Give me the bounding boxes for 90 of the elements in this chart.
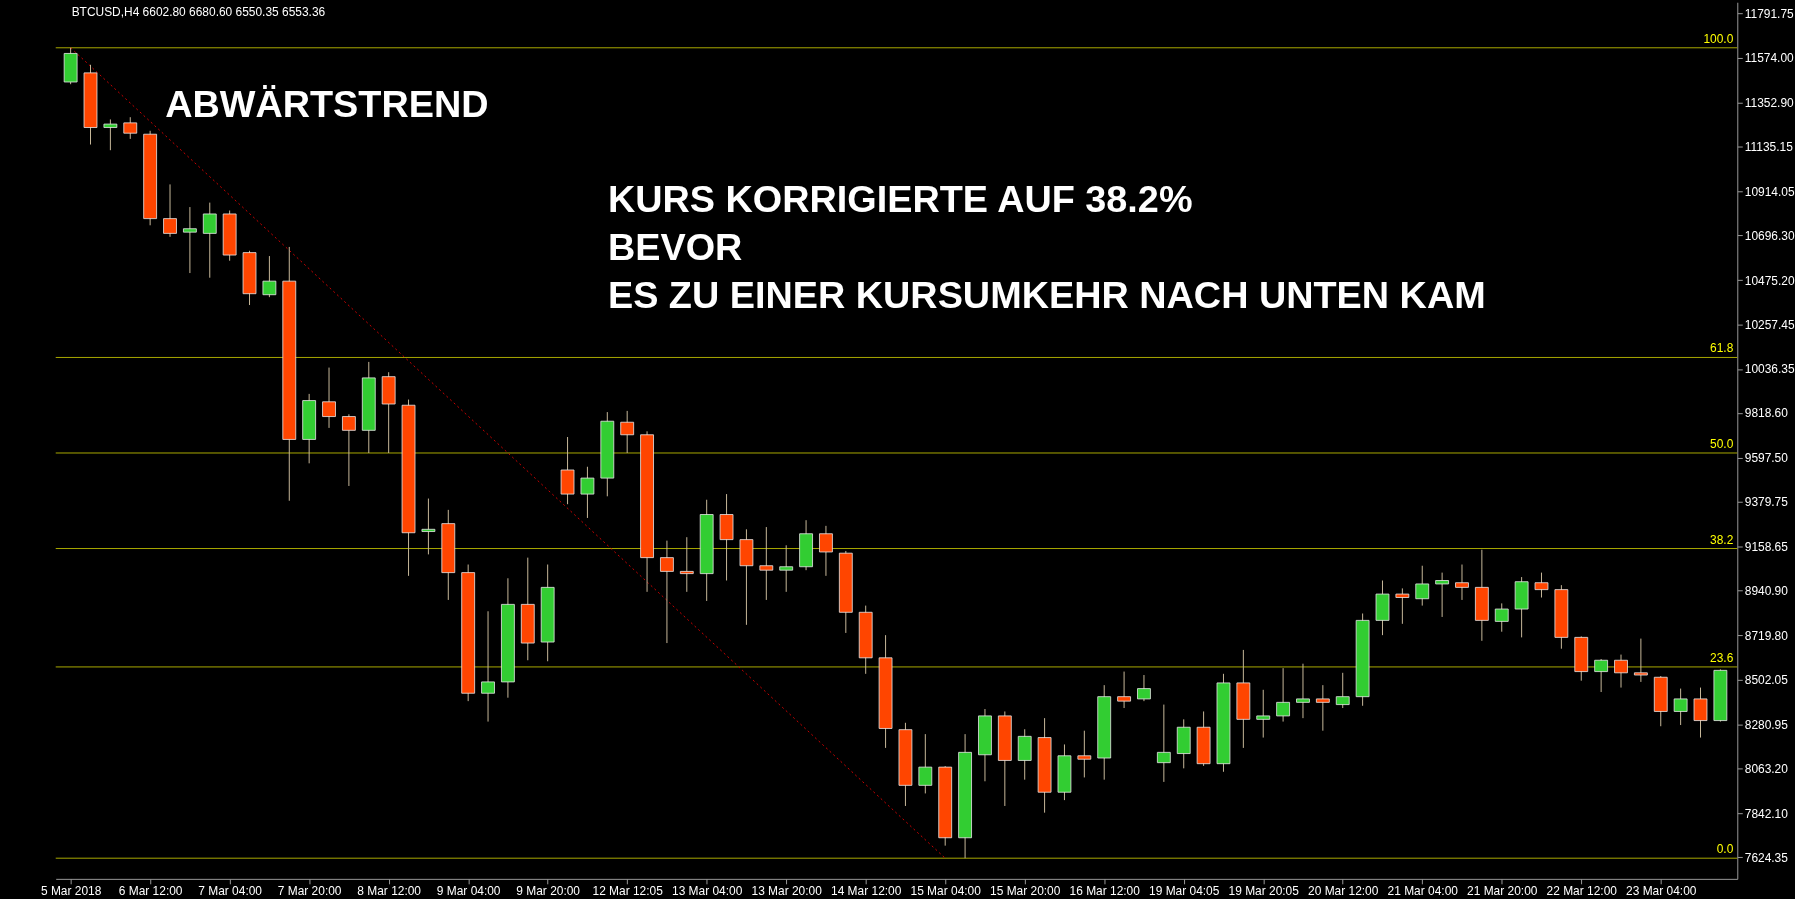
x-tick-label: 21 Mar 04:00 bbox=[1387, 884, 1459, 899]
annotation: 0.0 bbox=[1716, 842, 1734, 857]
y-tick-label: 10257.45 bbox=[1744, 317, 1795, 332]
y-tick-label: 7842.10 bbox=[1744, 806, 1789, 821]
candlestick bbox=[262, 255, 277, 298]
x-tick-label: 6 Mar 12:00 bbox=[118, 884, 183, 899]
x-tick-label: 19 Mar 04:05 bbox=[1149, 884, 1220, 899]
y-tick-label: 7624.35 bbox=[1744, 850, 1789, 865]
annotation: ES ZU EINER KURSUMKEHR NACH UNTEN KAM bbox=[607, 273, 1486, 316]
x-tick-label: 9 Mar 04:00 bbox=[436, 884, 501, 899]
y-tick-label: 11352.90 bbox=[1744, 95, 1795, 110]
candlestick bbox=[1395, 587, 1410, 625]
candlestick bbox=[1534, 572, 1549, 599]
chart-title: BTCUSD,H4 6602.80 6680.60 6550.35 6553.36 bbox=[71, 5, 326, 20]
candlestick bbox=[1494, 602, 1509, 633]
x-tick-label: 13 Mar 20:00 bbox=[751, 884, 823, 899]
candlestick bbox=[1137, 674, 1151, 702]
candlestick bbox=[1614, 654, 1628, 689]
x-tick-label: 16 Mar 12:00 bbox=[1069, 884, 1141, 899]
y-tick-label: 10696.30 bbox=[1744, 228, 1795, 243]
x-tick-label: 14 Mar 12:00 bbox=[831, 884, 902, 899]
y-tick-label: 11574.00 bbox=[1744, 51, 1795, 66]
y-tick-label: 11791.75 bbox=[1744, 7, 1795, 22]
candlestick bbox=[183, 206, 197, 274]
annotation: 61.8 bbox=[1710, 341, 1734, 356]
candlestick bbox=[103, 118, 118, 151]
annotation: BEVOR bbox=[607, 225, 743, 268]
y-tick-label: 9158.65 bbox=[1744, 540, 1789, 555]
candlestick bbox=[1315, 684, 1330, 732]
x-tick-label: 9 Mar 20:00 bbox=[516, 884, 581, 899]
x-tick-label: 5 Mar 2018 bbox=[40, 884, 102, 899]
candlestick bbox=[1077, 730, 1092, 778]
candlestick bbox=[1256, 689, 1271, 739]
candlestick bbox=[1156, 704, 1171, 783]
x-tick-label: 12 Mar 12:05 bbox=[592, 884, 664, 899]
candlestick bbox=[580, 466, 595, 519]
candlestick bbox=[1455, 564, 1469, 601]
x-tick-label: 7 Mar 20:00 bbox=[277, 884, 342, 899]
candlestick bbox=[1594, 658, 1608, 693]
y-tick-label: 9818.60 bbox=[1744, 406, 1789, 421]
candlestick bbox=[202, 202, 217, 279]
candlestick bbox=[1296, 663, 1310, 719]
candlestick bbox=[819, 525, 833, 577]
candlestick bbox=[1415, 565, 1430, 607]
candlestick bbox=[918, 733, 933, 794]
annotation: KURS KORRIGIERTE AUF 38.2% bbox=[607, 178, 1193, 221]
candlestick bbox=[163, 183, 177, 238]
candlestick bbox=[481, 610, 495, 723]
candlestick bbox=[322, 367, 336, 429]
y-tick-label: 8940.90 bbox=[1744, 584, 1789, 599]
candlestick bbox=[779, 544, 794, 593]
candlestick bbox=[421, 498, 436, 555]
y-tick-label: 9597.50 bbox=[1744, 451, 1789, 466]
candlestick bbox=[679, 536, 694, 593]
annotation: 38.2 bbox=[1710, 532, 1734, 547]
candlestick bbox=[1335, 672, 1350, 709]
x-tick-label: 19 Mar 20:05 bbox=[1228, 884, 1300, 899]
candlestick bbox=[123, 116, 138, 140]
y-tick-label: 8719.80 bbox=[1744, 628, 1789, 643]
x-tick-label: 21 Mar 20:00 bbox=[1467, 884, 1538, 899]
candlestick bbox=[1276, 667, 1290, 723]
y-tick-label: 11135.15 bbox=[1744, 140, 1794, 154]
candlestick bbox=[1693, 687, 1708, 739]
x-tick-label: 7 Mar 04:00 bbox=[198, 884, 263, 899]
y-tick-label: 10036.35 bbox=[1744, 362, 1795, 377]
annotation: 100.0 bbox=[1703, 31, 1734, 46]
candlestick bbox=[1117, 671, 1131, 709]
y-tick-label: 10914.05 bbox=[1744, 184, 1795, 199]
x-tick-label: 8 Mar 12:00 bbox=[357, 884, 422, 899]
x-tick-label: 20 Mar 12:00 bbox=[1308, 884, 1379, 899]
candlestick bbox=[1673, 688, 1688, 726]
x-tick-label: 13 Mar 04:00 bbox=[672, 884, 743, 899]
x-tick-label: 15 Mar 20:00 bbox=[990, 884, 1061, 899]
x-tick-label: 15 Mar 04:00 bbox=[910, 884, 982, 899]
y-tick-label: 10475.20 bbox=[1744, 273, 1795, 288]
candlestick bbox=[342, 413, 356, 487]
annotation: ABWÄRTSTREND bbox=[165, 82, 489, 125]
x-tick-label: 22 Mar 12:00 bbox=[1546, 884, 1618, 899]
candlestick bbox=[660, 540, 674, 644]
y-tick-label: 8280.95 bbox=[1744, 717, 1789, 732]
candlestick bbox=[1435, 572, 1449, 618]
x-tick-label: 23 Mar 04:00 bbox=[1626, 884, 1697, 899]
y-tick-label: 8502.05 bbox=[1744, 672, 1789, 687]
annotation: 50.0 bbox=[1710, 437, 1734, 452]
annotation: 23.6 bbox=[1710, 650, 1734, 665]
y-tick-label: 8063.20 bbox=[1744, 761, 1789, 776]
candlestick bbox=[620, 410, 635, 454]
y-tick-label: 9379.75 bbox=[1744, 495, 1789, 510]
candlestick bbox=[1634, 638, 1648, 683]
candlestick bbox=[759, 526, 774, 601]
